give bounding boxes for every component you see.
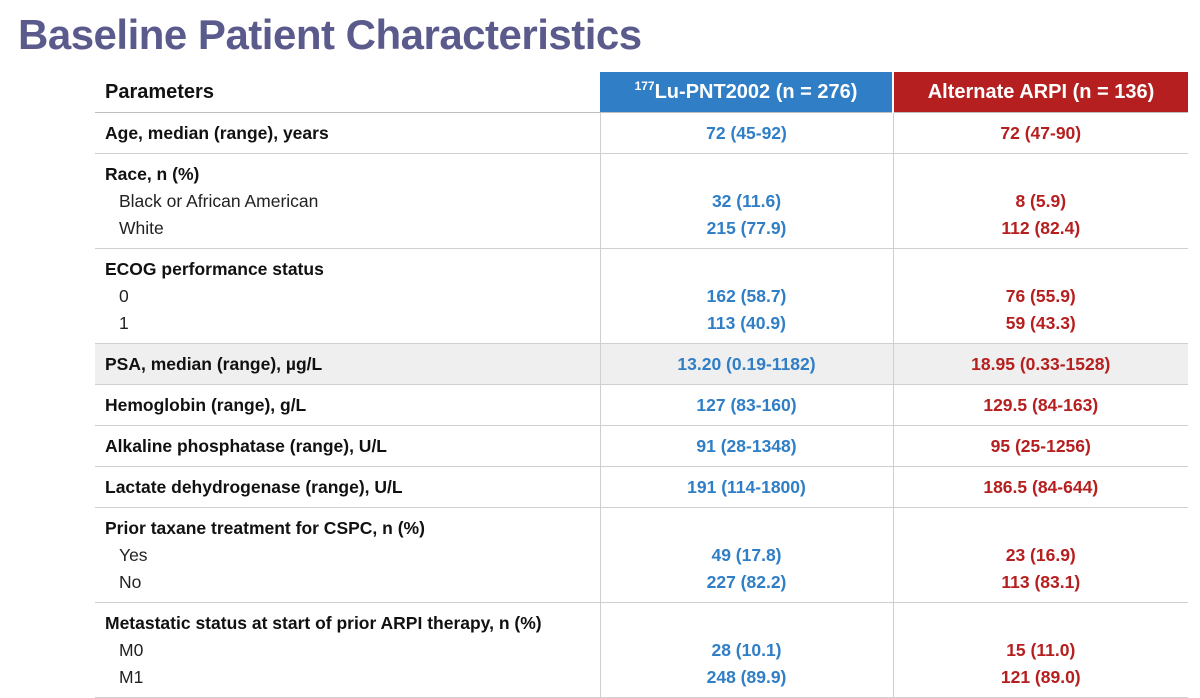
- value-m0-lu: 28 (10.1): [711, 640, 782, 660]
- value-ecog-1-arpi: 59 (43.3): [1005, 313, 1076, 333]
- row-label-age: Age, median (range), years: [105, 123, 329, 143]
- value-race-black-lu: 32 (11.6): [711, 191, 782, 211]
- value-ecog-0-arpi: 76 (55.9): [1005, 286, 1076, 306]
- characteristics-table: Parameters 177Lu-PNT2002 (n = 276) Alter…: [95, 72, 1188, 698]
- value-psa-lu: 13.20 (0.19-1182): [677, 354, 816, 374]
- header-alternate-arpi: Alternate ARPI (n = 136): [892, 72, 1188, 113]
- slide-title: Baseline Patient Characteristics: [18, 11, 642, 58]
- table-row-prior-taxane: Prior taxane treatment for CSPC, n (%) Y…: [95, 507, 1188, 603]
- row-label-taxane-yes: Yes: [119, 545, 148, 565]
- table-row-race: Race, n (%) Black or African American Wh…: [95, 153, 1188, 249]
- value-m1-lu: 248 (89.9): [706, 667, 787, 687]
- header-lu-pnt2002: 177Lu-PNT2002 (n = 276): [600, 72, 893, 113]
- row-label-metastatic-status: Metastatic status at start of prior ARPI…: [105, 613, 542, 633]
- row-label-m0: M0: [119, 640, 144, 660]
- table-row-ecog: ECOG performance status 0 1 162 (58.7) 1…: [95, 248, 1188, 344]
- header-parameters: Parameters: [95, 72, 600, 113]
- row-label-ecog: ECOG performance status: [105, 259, 324, 279]
- value-m1-arpi: 121 (89.0): [1000, 667, 1081, 687]
- characteristics-table-container: Parameters 177Lu-PNT2002 (n = 276) Alter…: [95, 72, 1188, 698]
- row-label-alkaline-phosphatase: Alkaline phosphatase (range), U/L: [105, 436, 387, 456]
- table-row-hemoglobin: Hemoglobin (range), g/L 127 (83-160) 129…: [95, 384, 1188, 426]
- value-ecog-0-lu: 162 (58.7): [706, 286, 787, 306]
- table-row-age: Age, median (range), years 72 (45-92) 72…: [95, 112, 1188, 154]
- table-row-psa: PSA, median (range), µg/L 13.20 (0.19-11…: [95, 343, 1188, 385]
- value-taxane-yes-lu: 49 (17.8): [711, 545, 782, 565]
- table-header-row: Parameters 177Lu-PNT2002 (n = 276) Alter…: [95, 72, 1188, 113]
- row-label-race-white: White: [119, 218, 164, 238]
- value-taxane-yes-arpi: 23 (16.9): [1005, 545, 1076, 565]
- row-label-ldh: Lactate dehydrogenase (range), U/L: [105, 477, 403, 497]
- row-label-race: Race, n (%): [105, 164, 200, 184]
- value-ldh-lu: 191 (114-1800): [687, 477, 806, 497]
- value-age-lu: 72 (45-92): [706, 123, 787, 143]
- table-row-ldh: Lactate dehydrogenase (range), U/L 191 (…: [95, 466, 1188, 508]
- value-psa-arpi: 18.95 (0.33-1528): [971, 354, 1111, 374]
- row-label-ecog-1: 1: [119, 313, 129, 333]
- value-hemoglobin-arpi: 129.5 (84-163): [983, 395, 1099, 415]
- row-label-race-black: Black or African American: [119, 191, 319, 211]
- value-taxane-no-lu: 227 (82.2): [706, 572, 787, 592]
- value-taxane-no-arpi: 113 (83.1): [1001, 572, 1081, 592]
- value-race-white-arpi: 112 (82.4): [1001, 218, 1081, 238]
- value-alkaline-phosphatase-lu: 91 (28-1348): [696, 436, 797, 456]
- value-race-white-lu: 215 (77.9): [706, 218, 787, 238]
- row-label-taxane-no: No: [119, 572, 142, 592]
- table-row-alkaline-phosphatase: Alkaline phosphatase (range), U/L 91 (28…: [95, 425, 1188, 467]
- row-label-hemoglobin: Hemoglobin (range), g/L: [105, 395, 307, 415]
- value-age-arpi: 72 (47-90): [1000, 123, 1082, 143]
- row-label-ecog-0: 0: [119, 286, 129, 306]
- table-row-metastatic-status: Metastatic status at start of prior ARPI…: [95, 602, 1188, 698]
- isotope-superscript: 177: [634, 78, 655, 93]
- value-alkaline-phosphatase-arpi: 95 (25-1256): [990, 436, 1091, 456]
- value-m0-arpi: 15 (11.0): [1006, 640, 1076, 660]
- header-lu-pnt2002-label: Lu-PNT2002 (n = 276): [654, 80, 858, 103]
- row-label-prior-taxane: Prior taxane treatment for CSPC, n (%): [105, 518, 425, 538]
- value-ldh-arpi: 186.5 (84-644): [983, 477, 1099, 497]
- row-label-psa: PSA, median (range), µg/L: [105, 354, 323, 374]
- value-race-black-arpi: 8 (5.9): [1015, 191, 1067, 211]
- value-hemoglobin-lu: 127 (83-160): [696, 395, 797, 415]
- value-ecog-1-lu: 113 (40.9): [707, 313, 786, 333]
- row-label-m1: M1: [119, 667, 144, 687]
